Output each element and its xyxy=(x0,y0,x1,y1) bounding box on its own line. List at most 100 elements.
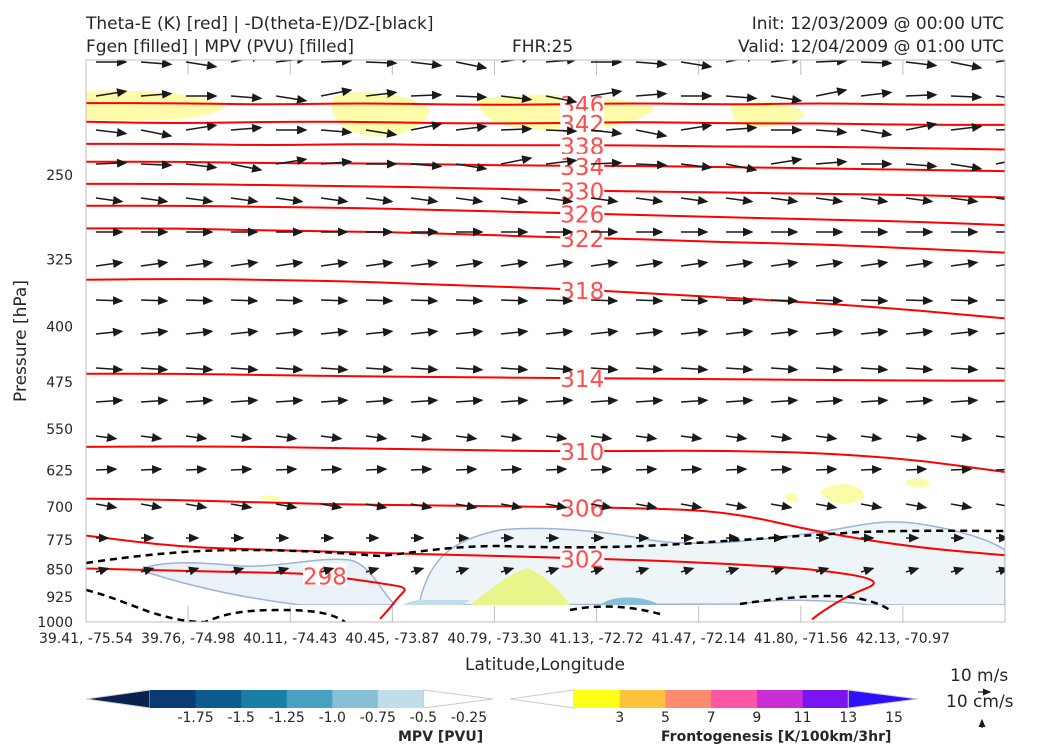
colorbar-segment xyxy=(332,690,379,708)
wind-arrow xyxy=(500,60,533,64)
wind-arrow xyxy=(905,327,934,337)
colorbar-segment xyxy=(150,690,197,708)
wind-arrow xyxy=(995,503,1005,507)
wind-arrow xyxy=(590,465,613,475)
theta-e-contour-306 xyxy=(86,497,1005,557)
wind-arrow xyxy=(950,501,973,511)
wind-arrow xyxy=(230,123,263,133)
wind-arrow xyxy=(275,296,304,306)
wind-arrow xyxy=(230,501,253,511)
wind-arrow xyxy=(500,327,529,337)
wind-reference-label: 10 m/s xyxy=(950,666,1008,686)
wind-arrow xyxy=(140,433,163,442)
wind-arrow xyxy=(320,296,349,306)
wind-arrow xyxy=(770,364,799,374)
wind-arrow xyxy=(590,501,613,511)
wind-arrow xyxy=(725,396,754,406)
wind-arrow xyxy=(365,60,398,68)
wind-arrow xyxy=(230,433,253,442)
wind-arrow xyxy=(770,465,793,475)
colorbar-segment xyxy=(286,690,333,708)
wind-arrow xyxy=(680,396,709,406)
wind-arrow xyxy=(410,60,443,69)
theta-e-contour-326 xyxy=(86,204,1005,227)
x-tick-label: 41.80, -71.56 xyxy=(754,631,848,647)
wind-arrow xyxy=(185,296,214,306)
wind-arrow xyxy=(725,123,758,133)
wind-arrow xyxy=(320,396,349,406)
wind-arrow xyxy=(320,501,343,511)
wind-arrow xyxy=(365,327,394,337)
wind-arrow xyxy=(995,299,1005,302)
wind-arrow xyxy=(95,158,128,168)
wind-arrow xyxy=(545,296,574,306)
y-tick-label: 700 xyxy=(46,500,73,516)
colorbar-segment xyxy=(665,690,712,708)
wind-arrow xyxy=(950,327,979,337)
wind-arrow xyxy=(230,195,259,205)
y-tick-label: 400 xyxy=(46,320,73,336)
wind-arrow xyxy=(140,465,163,475)
colorbar-tick-label: 13 xyxy=(839,710,857,726)
colorbar-tick-label: 15 xyxy=(885,710,903,726)
colorbar-segment xyxy=(377,690,424,708)
wind-arrow xyxy=(725,501,748,511)
theta-e-label-bg xyxy=(560,439,605,462)
colorbar-tick-label: -1.75 xyxy=(177,710,213,726)
wind-arrow xyxy=(455,501,478,511)
wind-arrow xyxy=(365,259,394,269)
wind-arrow xyxy=(725,433,748,442)
wind-arrow xyxy=(635,89,668,99)
theta-e-label: 310 xyxy=(560,440,604,466)
y-tick-label: 1000 xyxy=(37,615,73,631)
wind-arrow xyxy=(635,129,668,139)
wind-arrow xyxy=(275,259,304,269)
colorbar-tick-label: 9 xyxy=(752,710,761,726)
mpv-colorbar-ticks: -1.75 -1.5 -1.25 -1.0 -0.75 -0.5 -0.25 xyxy=(177,710,487,726)
wind-arrow xyxy=(680,501,703,511)
colorbar-tick-label: 5 xyxy=(661,710,670,726)
wind-arrow xyxy=(635,566,650,576)
wind-arrow xyxy=(950,465,973,475)
wind-arrow xyxy=(770,259,799,269)
wind-arrow xyxy=(590,364,619,374)
wind-arrow xyxy=(545,259,574,269)
colorbar-tick-label: -1.0 xyxy=(319,710,346,726)
wind-arrow xyxy=(770,296,799,306)
wind-arrow xyxy=(185,122,218,132)
wind-arrow xyxy=(455,396,484,406)
x-tick-labels: 39.41, -75.54 39.76, -74.98 40.11, -74.43 4… xyxy=(39,631,950,647)
wind-arrow xyxy=(365,364,394,374)
wind-arrow xyxy=(995,128,1005,131)
wind-arrow xyxy=(500,94,533,103)
wind-arrow xyxy=(950,162,983,172)
wind-arrow xyxy=(410,501,433,511)
wind-arrow xyxy=(680,327,709,337)
wind-arrow xyxy=(365,89,398,98)
wind-arrow xyxy=(905,259,934,269)
wind-arrow xyxy=(455,364,484,374)
wind-arrow xyxy=(680,122,713,132)
wind-arrow xyxy=(725,364,754,374)
wind-arrow xyxy=(725,296,754,306)
wind-arrow xyxy=(455,195,484,205)
theta-e-label-bg xyxy=(560,277,605,300)
y-tick-label: 325 xyxy=(46,253,73,269)
wind-arrow xyxy=(815,364,844,374)
wind-arrow xyxy=(950,566,965,576)
vertical-reference-label: 10 cm/s xyxy=(946,692,1014,712)
fgen-colorbar xyxy=(509,689,919,709)
wind-arrow xyxy=(275,566,290,576)
theta-e-label-bg xyxy=(560,546,605,569)
theta-e-contour-318 xyxy=(86,278,1005,320)
colorbar-segment xyxy=(711,690,758,708)
wind-arrow xyxy=(500,155,533,165)
theta-e-label-bg xyxy=(560,178,605,201)
wind-arrow xyxy=(230,566,245,576)
y-tick-label: 475 xyxy=(46,375,73,391)
wind-arrow xyxy=(815,396,844,406)
wind-arrow xyxy=(275,195,304,205)
wind-arrow xyxy=(410,396,439,406)
wind-arrow xyxy=(590,327,619,337)
wind-arrow xyxy=(95,128,128,137)
